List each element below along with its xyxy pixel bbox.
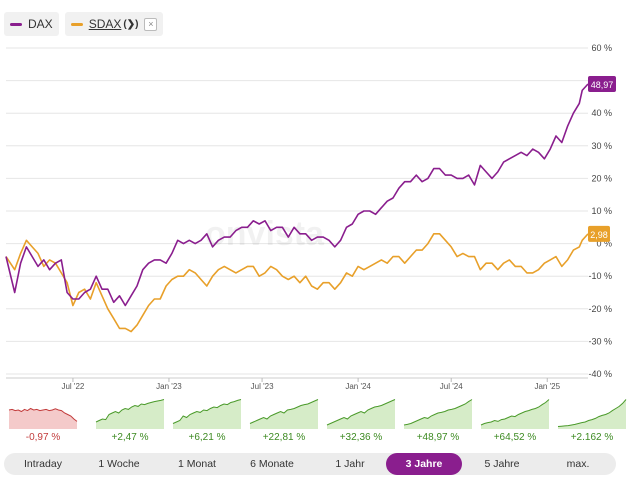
- last-value-badge-sdax: [588, 225, 610, 242]
- mini-chart-value: -0,97 %: [25, 432, 61, 443]
- x-tick-label: Jul '24: [440, 382, 463, 390]
- mini-chart-graphic: [480, 399, 550, 429]
- tab-1-monat[interactable]: 1 Monat: [178, 458, 216, 470]
- last-value-badges: 48,97 2,98: [588, 75, 616, 242]
- mini-chart-line: [480, 399, 550, 426]
- last-value-label-sdax: 2,98: [590, 230, 608, 240]
- mini-chart[interactable]: +64,52 %: [480, 396, 550, 446]
- y-tick-label: 30 %: [591, 141, 612, 151]
- mini-chart[interactable]: +6,21 %: [172, 396, 242, 446]
- y-tick-label: 10 %: [591, 206, 612, 216]
- mini-chart-graphic: [326, 399, 396, 429]
- mini-chart-area: [250, 399, 318, 429]
- mini-chart-value: +32,36 %: [339, 432, 383, 443]
- mini-chart-value: +2.162 %: [570, 432, 614, 443]
- series-line-sdax: [5, 233, 589, 333]
- legend-dax-label: DAX: [28, 17, 53, 31]
- tab-6-monate[interactable]: 6 Monate: [250, 458, 294, 470]
- mini-chart-value: +48,97 %: [416, 432, 460, 443]
- series-layer: [5, 83, 589, 333]
- last-value-label-dax: 48,97: [591, 80, 614, 90]
- legend-sdax[interactable]: SDAX (❯) ×: [64, 12, 164, 36]
- mini-chart-area: [96, 399, 164, 429]
- legend-sdax-label[interactable]: SDAX: [88, 17, 122, 31]
- x-tick-label: Jan '25: [534, 382, 560, 390]
- tab-intraday[interactable]: Intraday: [24, 458, 62, 470]
- series-line-dax: [5, 83, 589, 307]
- mini-chart-area: [404, 399, 472, 429]
- mini-chart-line: [557, 399, 627, 427]
- y-axis: 60 %50 %40 %30 %20 %10 %0 %-10 %-20 %-30…: [588, 43, 612, 379]
- y-tick-label: -30 %: [588, 336, 612, 346]
- y-tick-label: 0 %: [596, 239, 612, 249]
- mini-chart-line: [172, 399, 242, 424]
- chevron-down-icon[interactable]: (❯): [123, 18, 139, 30]
- tab-5-jahre[interactable]: 5 Jahre: [484, 458, 520, 470]
- mini-chart-area: [9, 408, 77, 429]
- x-tick-label: Jul '22: [61, 382, 84, 390]
- mini-chart-value: +22,81 %: [262, 432, 306, 443]
- mini-chart[interactable]: -0,97 %: [8, 396, 78, 446]
- tab-1-woche[interactable]: 1 Woche: [98, 458, 140, 470]
- mini-chart-graphic: [557, 399, 627, 429]
- sdax-swatch: [70, 22, 83, 26]
- mini-chart-area: [558, 399, 626, 429]
- mini-chart[interactable]: +2.162 %: [557, 396, 627, 446]
- mini-chart-graphic: [172, 399, 242, 429]
- mini-chart-graphic: [95, 399, 165, 429]
- mini-chart[interactable]: +22,81 %: [249, 396, 319, 446]
- mini-chart-graphic: [403, 399, 473, 429]
- close-icon[interactable]: ×: [144, 17, 158, 31]
- y-tick-label: -20 %: [588, 304, 612, 314]
- y-tick-label: 20 %: [591, 173, 612, 183]
- mini-chart[interactable]: +32,36 %: [326, 396, 396, 446]
- y-tick-label: -10 %: [588, 271, 612, 281]
- main-chart[interactable]: onvista 60 %50 %40 %30 %20 %10 %0 %-10 %…: [0, 40, 640, 390]
- y-tick-label: -40 %: [588, 369, 612, 379]
- mini-chart-line: [403, 399, 473, 426]
- mini-chart-value: +6,21 %: [188, 432, 226, 443]
- tab-3-jahre[interactable]: 3 Jahre: [386, 453, 462, 475]
- legend: DAX SDAX (❯) ×: [4, 12, 164, 36]
- tab-1-jahr[interactable]: 1 Jahr: [335, 458, 365, 470]
- mini-chart-value: +2,47 %: [111, 432, 149, 443]
- last-value-badge-dax: [588, 75, 616, 92]
- grid: [6, 47, 588, 375]
- x-axis: Jul '22 Jan '23 Jul '23 Jan '24 Jul '24 Jan '…: [6, 377, 588, 390]
- mini-chart-line: [8, 407, 78, 422]
- mini-chart-line: [95, 399, 165, 423]
- mini-chart-area: [481, 399, 549, 429]
- mini-chart-graphic: [249, 399, 319, 429]
- x-tick-label: Jan '23: [156, 382, 182, 390]
- mini-chart-area: [173, 399, 241, 429]
- tab-max[interactable]: max.: [566, 458, 590, 470]
- period-mini-charts: -0,97 % +2,47 % +6,21 % +22,81 % +32,36 % +48…: [4, 396, 627, 446]
- y-tick-label: 40 %: [591, 108, 612, 118]
- mini-chart[interactable]: +48,97 %: [403, 396, 473, 446]
- mini-chart[interactable]: +2,47 %: [95, 396, 165, 446]
- x-tick-label: Jan '24: [345, 382, 371, 390]
- mini-chart-graphic: [8, 407, 78, 429]
- mini-chart-value: +64,52 %: [493, 432, 537, 443]
- x-tick-label: Jul '23: [251, 382, 274, 390]
- legend-dax[interactable]: DAX: [4, 12, 59, 36]
- y-tick-label: 60 %: [591, 43, 612, 53]
- dax-swatch: [10, 22, 22, 26]
- mini-chart-line: [249, 399, 319, 424]
- mini-chart-line: [326, 399, 396, 426]
- period-tabs: Intraday 1 Woche 1 Monat 6 Monate 1 Jahr 3 Ja…: [4, 453, 616, 475]
